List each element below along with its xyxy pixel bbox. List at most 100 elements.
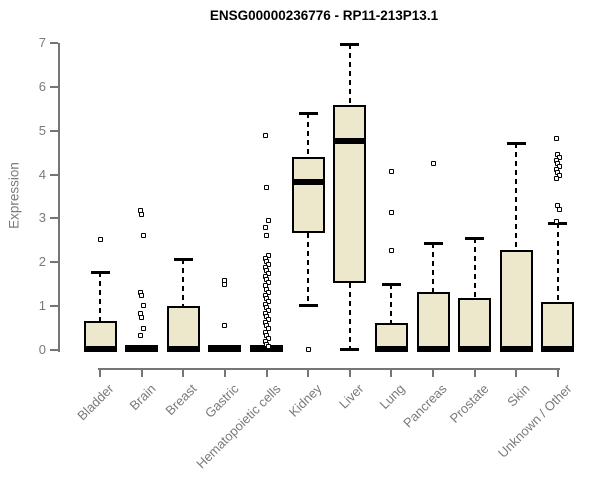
upper-whisker-cap [465,236,485,240]
upper-whisker [515,142,518,250]
y-tick [50,42,58,44]
y-tick [50,349,58,351]
outlier-point [265,218,271,224]
y-tick [50,217,58,220]
box [499,250,533,350]
upper-whisker [432,242,435,293]
outlier-point [265,335,271,341]
x-tick [140,370,143,377]
outlier-point [140,302,146,308]
upper-whisker [556,222,559,302]
outlier-point [556,163,562,169]
outlier-point [140,325,146,331]
box [458,298,492,350]
outlier-point [265,252,271,258]
y-tick-label: 7 [38,35,46,50]
y-tick-label: 3 [38,210,46,226]
x-tick [432,370,435,377]
median-line [83,345,117,352]
x-tick [99,370,101,377]
upper-whisker [390,284,393,323]
y-tick [50,261,58,264]
y-tick [50,129,58,132]
upper-whisker-cap [340,43,360,47]
box [541,301,575,350]
box-collapsed [125,345,159,352]
outlier-point [264,185,270,191]
outlier-point [262,224,268,230]
outlier-point [305,346,311,352]
box [83,321,117,350]
y-tick-label: 5 [38,122,46,138]
median-line [374,345,408,352]
box-collapsed [208,345,242,352]
upper-whisker [182,258,185,307]
outlier-point [265,261,271,267]
outlier-point [388,247,394,253]
outlier-point [430,160,436,166]
upper-whisker-cap [173,257,193,261]
outlier-point [265,326,271,332]
outlier-point [140,232,146,238]
outlier-point [97,236,103,242]
outlier-point [265,298,271,304]
median-line [333,138,367,145]
outlier-point [265,308,271,314]
outlier-point [553,175,559,181]
x-tick [556,370,559,377]
outlier-point [137,332,143,338]
outlier-point [388,168,394,174]
upper-whisker [307,113,310,158]
outlier-point [388,209,394,215]
y-tick-label: 1 [38,298,46,314]
median-line [166,345,200,352]
lower-whisker [307,233,310,306]
median-line [416,345,450,352]
median-line [499,345,533,352]
chart-title: ENSG00000236776 - RP11-213P13.1 [209,8,439,23]
lower-whisker-cap [340,348,360,352]
x-tick [390,370,393,377]
y-tick-label: 4 [38,166,46,182]
outlier-point [556,172,562,178]
y-tick [50,173,58,176]
y-tick [50,85,58,88]
outlier-point [264,232,270,238]
y-tick-label: 6 [38,78,46,94]
x-tick [307,370,310,377]
outlier-point [553,219,559,225]
box [291,157,325,234]
upper-whisker-cap [90,270,110,274]
x-tick [265,370,268,377]
upper-whisker [348,44,351,106]
outlier-point [265,280,271,286]
median-line [291,179,325,186]
y-tick [50,305,58,308]
outlier-point [553,136,559,142]
outlier-point [262,132,268,138]
x-tick [223,370,226,377]
x-axis-line [98,368,560,370]
y-axis-line [58,43,60,352]
y-tick-label: 2 [38,254,46,270]
x-tick [515,370,518,377]
median-line [458,345,492,352]
y-axis-label: Expression [6,162,22,229]
box [166,306,200,350]
outlier-point [265,271,271,277]
lower-whisker-cap [298,304,318,308]
median-line [541,345,575,352]
outlier-point [139,211,145,217]
outlier-point [556,154,562,160]
x-tick [348,370,351,377]
outlier-point [265,289,271,295]
outlier-point [139,314,145,320]
upper-whisker [473,237,476,299]
outlier-point [265,317,271,323]
outlier-point [265,344,271,350]
x-tick [473,370,476,377]
box [416,292,450,350]
upper-whisker [99,271,101,322]
outlier-point [222,322,228,328]
x-tick [182,370,185,377]
